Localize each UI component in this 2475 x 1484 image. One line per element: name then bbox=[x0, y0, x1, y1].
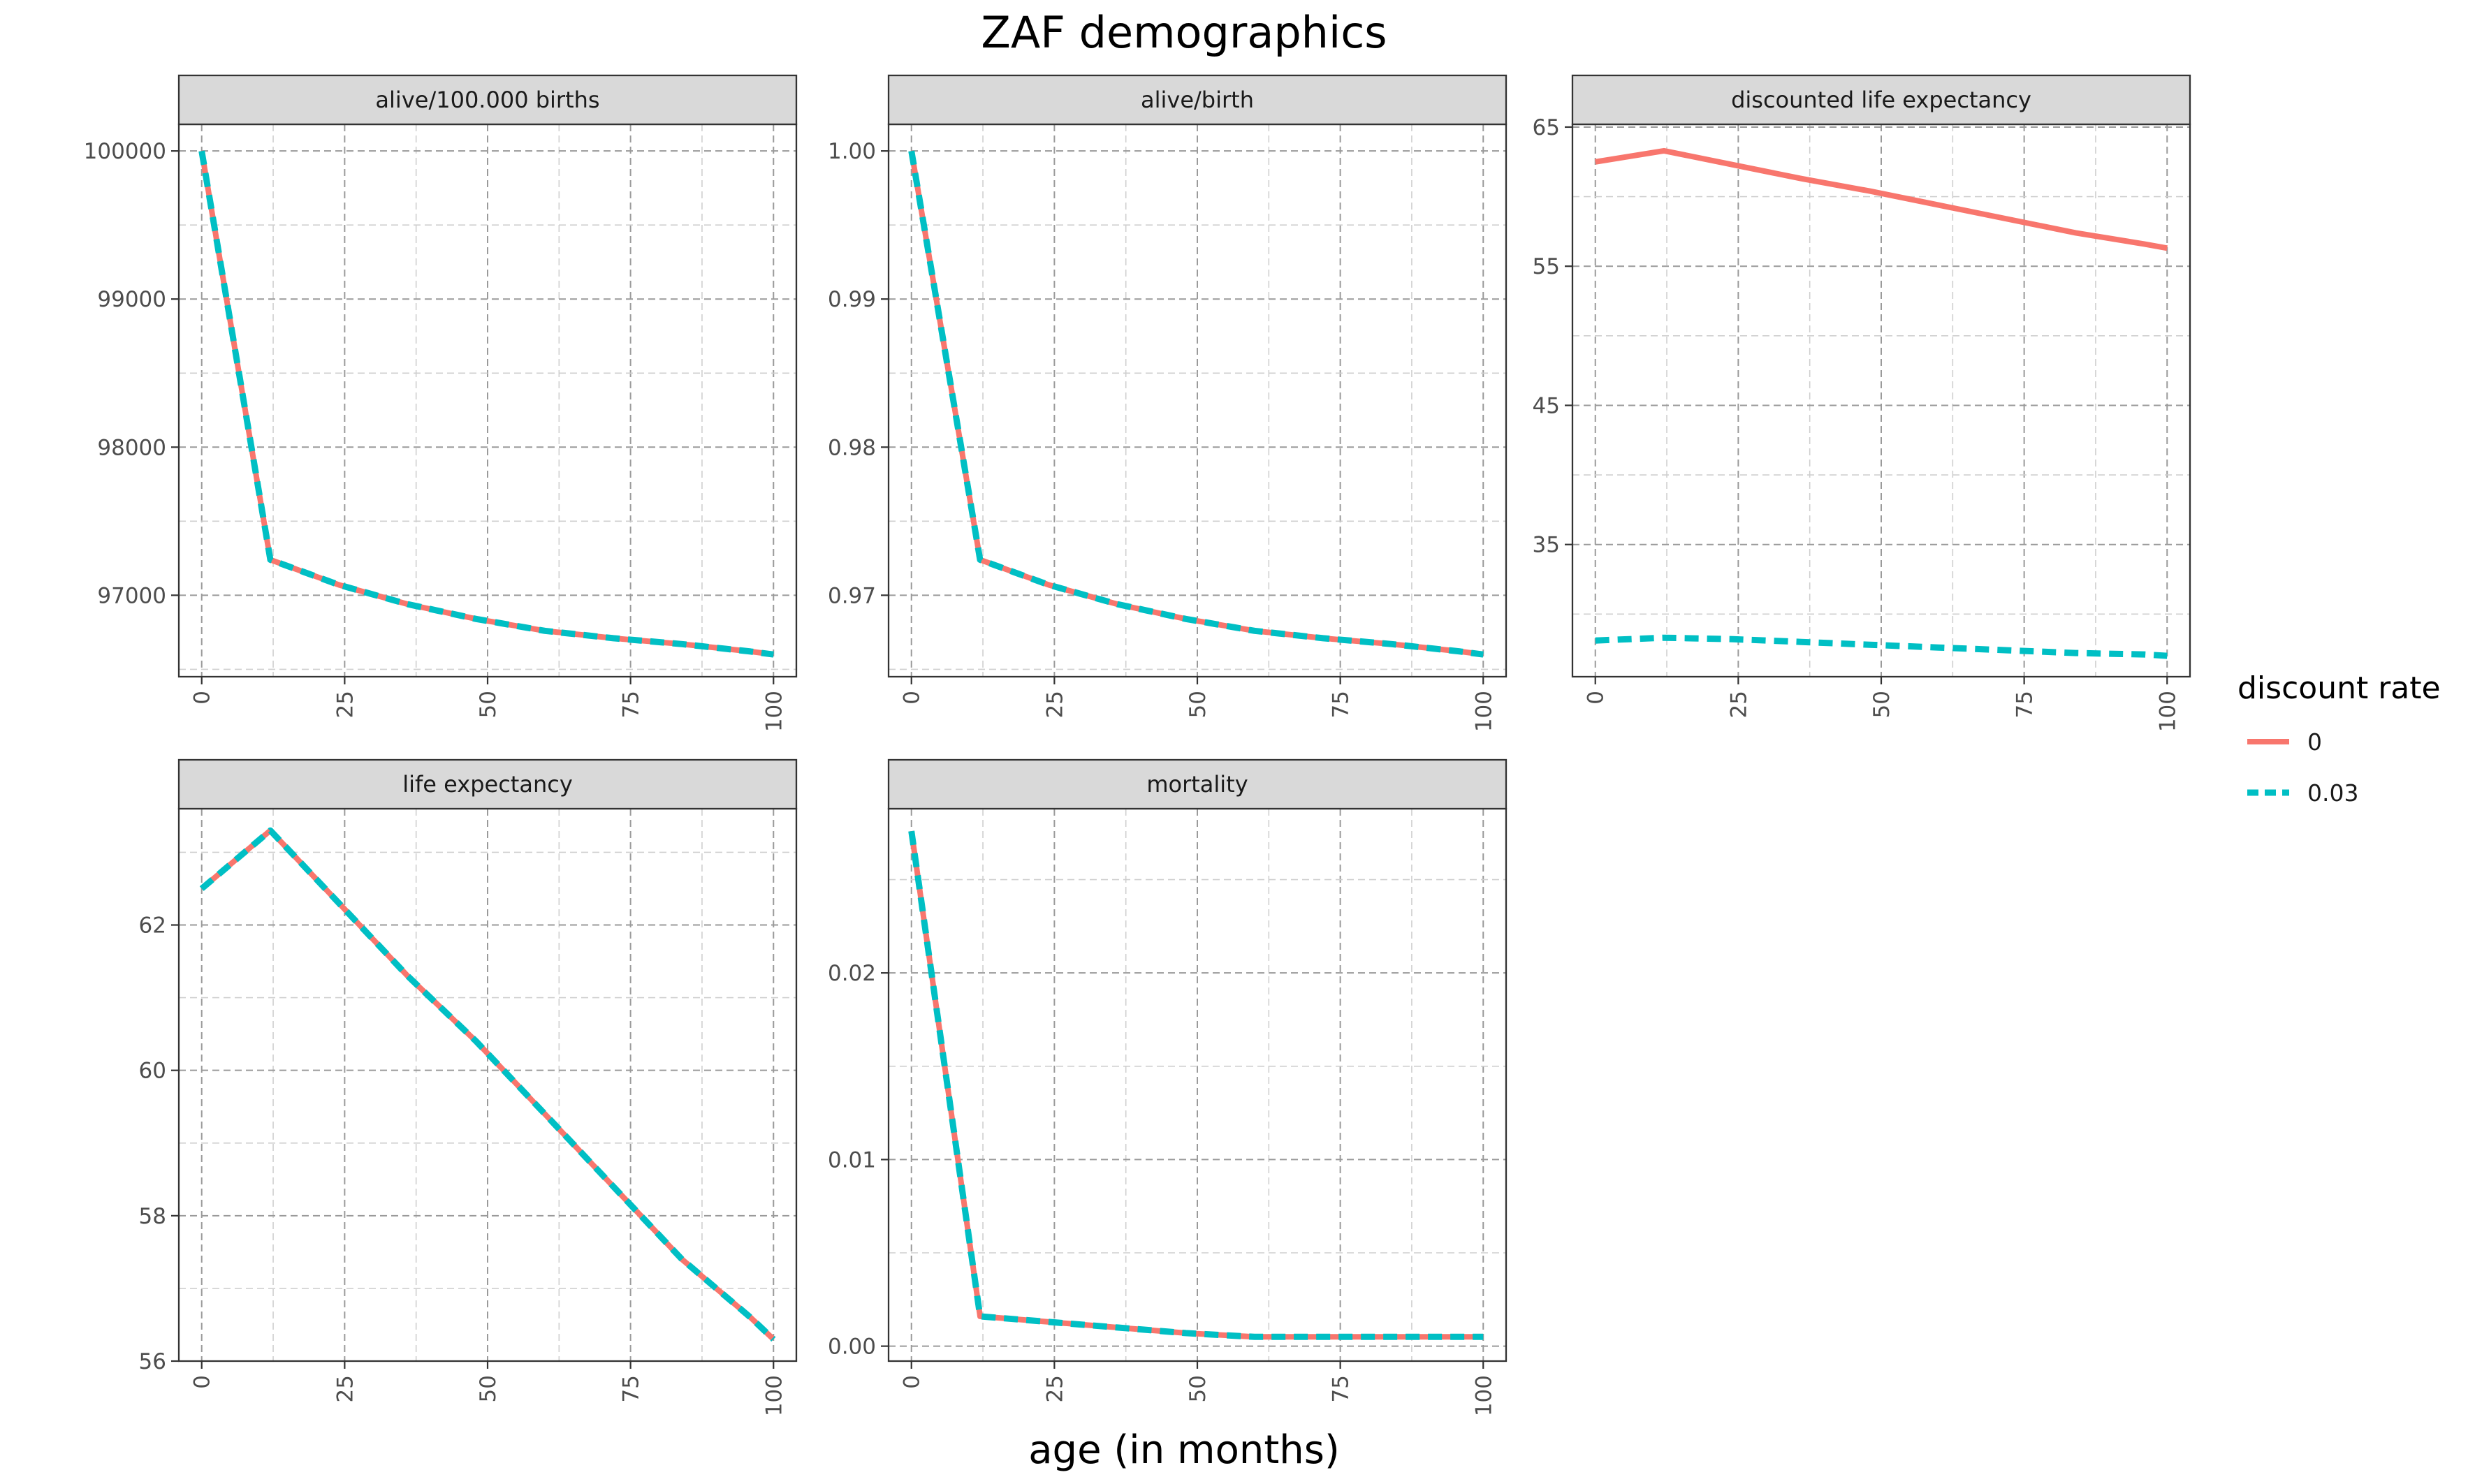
facet-strip bbox=[177, 758, 798, 810]
y-tick-label: 65 bbox=[1533, 115, 1560, 140]
series-line-0-03 bbox=[908, 830, 1484, 1340]
y-tick-label: 35 bbox=[1533, 533, 1560, 558]
series-group bbox=[199, 827, 776, 1342]
y-tick-label: 55 bbox=[1533, 254, 1560, 279]
y-tick-label: 58 bbox=[139, 1204, 166, 1229]
y-tick-label: 99000 bbox=[97, 287, 166, 312]
y-tick-label: 0.98 bbox=[828, 435, 876, 460]
x-tick-label: 100 bbox=[761, 1375, 787, 1416]
x-tick-label: 50 bbox=[1185, 691, 1211, 718]
facet-mortality: mortality 0.00 0.01 0.02 0 25 50 75 100 bbox=[828, 758, 1507, 1416]
legend-label-0-03: 0.03 bbox=[2307, 779, 2358, 807]
series-group bbox=[1595, 147, 2168, 659]
x-tick-label: 0 bbox=[1584, 691, 1609, 705]
x-tick-label: 0 bbox=[900, 691, 925, 705]
y-tick-label: 98000 bbox=[97, 435, 166, 460]
facet-panels: alive/100.000 births97000980009900010000… bbox=[84, 74, 2191, 1416]
facet-strip bbox=[887, 74, 1507, 126]
x-tick-label: 50 bbox=[1869, 691, 1894, 718]
facet-strip-label: alive/birth bbox=[1141, 87, 1254, 113]
y-tick-label: 45 bbox=[1533, 393, 1560, 418]
facet-strip bbox=[887, 758, 1507, 810]
y-tick-label: 0.00 bbox=[828, 1335, 876, 1360]
x-tick-label: 25 bbox=[333, 691, 358, 718]
series-group bbox=[908, 830, 1484, 1340]
series-line-0 bbox=[1595, 147, 2168, 251]
x-tick-label: 75 bbox=[619, 691, 644, 718]
facet-life-expectancy: life expectancy 56 58 60 62 0 25 50 75 100 bbox=[139, 758, 798, 1416]
y-tick-label: 62 bbox=[139, 913, 166, 939]
chart-title: ZAF demographics bbox=[981, 7, 1387, 58]
series-line-0-03 bbox=[908, 150, 1484, 658]
y-tick-label: 60 bbox=[139, 1059, 166, 1084]
facet-alive-100-000-births: alive/100.000 births 97000 98000 99000 10000… bbox=[84, 74, 798, 732]
legend: discount rate 0 0.03 bbox=[2237, 670, 2441, 807]
y-tick-label: 0.99 bbox=[828, 287, 876, 312]
legend-title: discount rate bbox=[2237, 670, 2441, 706]
x-tick-label: 75 bbox=[1329, 1375, 1354, 1402]
x-tick-label: 25 bbox=[1726, 691, 1751, 718]
x-tick-label: 75 bbox=[1329, 691, 1354, 718]
x-tick-label: 0 bbox=[190, 691, 215, 705]
x-tick-label: 100 bbox=[1471, 691, 1496, 732]
x-tick-label: 25 bbox=[333, 1375, 358, 1402]
legend-label-0: 0 bbox=[2307, 728, 2322, 756]
x-tick-label: 50 bbox=[476, 1375, 501, 1402]
x-tick-label: 75 bbox=[619, 1375, 644, 1402]
y-tick-label: 100000 bbox=[84, 139, 166, 164]
series-line-0-03 bbox=[199, 827, 776, 1342]
x-tick-label: 100 bbox=[761, 691, 787, 732]
facet-alive-birth: alive/birth 0.97 0.98 0.99 1.00 0 25 50 75 100 bbox=[828, 74, 1507, 732]
x-tick-label: 50 bbox=[1185, 1375, 1211, 1402]
x-tick-label: 100 bbox=[1471, 1375, 1496, 1416]
series-group bbox=[198, 150, 774, 658]
x-axis-title: age (in months) bbox=[1028, 1427, 1340, 1473]
facet-strip-label: discounted life expectancy bbox=[1731, 87, 2031, 113]
x-tick-label: 0 bbox=[900, 1375, 925, 1389]
y-tick-label: 0.01 bbox=[828, 1147, 876, 1173]
series-line-0-03 bbox=[1595, 634, 2168, 659]
y-tick-label: 56 bbox=[139, 1349, 166, 1374]
facet-strip bbox=[1571, 74, 2191, 126]
facet-strip-label: alive/100.000 births bbox=[375, 87, 599, 113]
x-tick-label: 50 bbox=[476, 691, 501, 718]
x-tick-label: 25 bbox=[1042, 691, 1067, 718]
facet-strip-label: mortality bbox=[1146, 771, 1248, 798]
y-tick-label: 0.02 bbox=[828, 961, 876, 986]
x-tick-label: 75 bbox=[2013, 691, 2038, 718]
y-tick-label: 1.00 bbox=[828, 139, 876, 164]
y-tick-label: 97000 bbox=[97, 583, 166, 608]
series-group bbox=[908, 150, 1484, 658]
facet-discounted-life-expectancy: discounted life expectancy 35 45 55 65 0 25 50 7… bbox=[1533, 74, 2191, 732]
x-tick-label: 100 bbox=[2155, 691, 2180, 732]
facet-strip bbox=[177, 74, 798, 126]
x-tick-label: 25 bbox=[1042, 1375, 1067, 1402]
facet-strip-label: life expectancy bbox=[402, 771, 573, 798]
x-tick-label: 0 bbox=[190, 1375, 215, 1389]
series-line-0-03 bbox=[198, 150, 774, 658]
y-tick-label: 0.97 bbox=[828, 583, 876, 608]
